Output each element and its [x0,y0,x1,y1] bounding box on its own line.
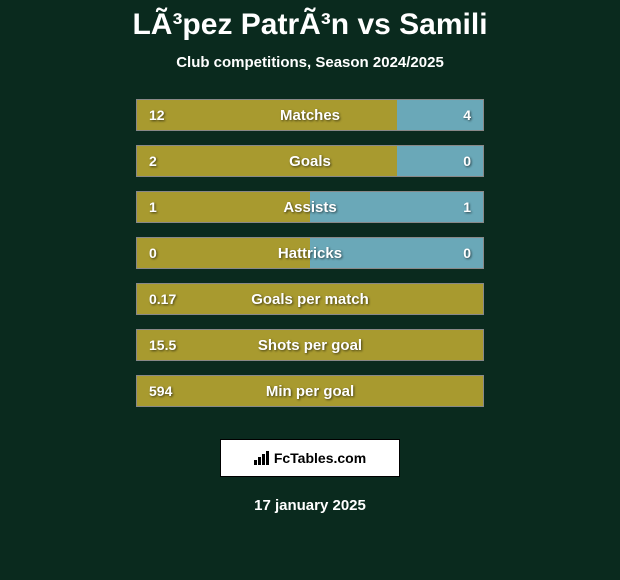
stat-row: 594Min per goal [136,375,484,407]
stat-row: 1Assists1 [136,191,484,223]
comparison-infographic: LÃ³pez PatrÃ³n vs Samili Club competitio… [0,0,620,580]
stat-label: Shots per goal [137,337,483,354]
logo-box: FcTables.com [220,439,400,477]
stat-row: 0Hattricks0 [136,237,484,269]
stat-label: Goals [137,153,483,170]
stat-label: Hattricks [137,245,483,262]
page-title: LÃ³pez PatrÃ³n vs Samili [132,8,487,42]
stat-row: 2Goals0 [136,145,484,177]
stat-label: Goals per match [137,291,483,308]
chart-icon [254,451,270,465]
stat-bar: 0.17Goals per match [136,283,484,315]
stat-bar: 0Hattricks0 [136,237,484,269]
stat-row: 0.17Goals per match [136,283,484,315]
stats-area: 12Matches42Goals01Assists10Hattricks00.1… [136,99,484,421]
subtitle: Club competitions, Season 2024/2025 [176,54,444,71]
stat-value-right: 0 [463,153,471,169]
stat-label: Assists [137,199,483,216]
stat-value-right: 0 [463,245,471,261]
stat-label: Matches [137,107,483,124]
stat-value-right: 1 [463,199,471,215]
logo-text: FcTables.com [274,450,366,466]
stat-bar: 2Goals0 [136,145,484,177]
stat-row: 15.5Shots per goal [136,329,484,361]
stat-bar: 1Assists1 [136,191,484,223]
stat-row: 12Matches4 [136,99,484,131]
date-label: 17 january 2025 [254,497,366,514]
stat-bar: 594Min per goal [136,375,484,407]
stat-bar: 12Matches4 [136,99,484,131]
stat-value-right: 4 [463,107,471,123]
stat-bar: 15.5Shots per goal [136,329,484,361]
stat-label: Min per goal [137,383,483,400]
